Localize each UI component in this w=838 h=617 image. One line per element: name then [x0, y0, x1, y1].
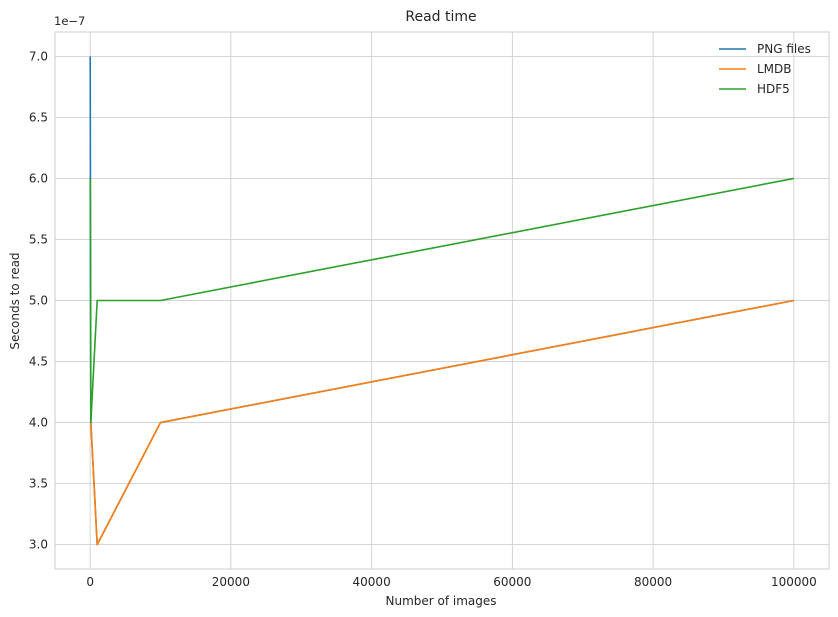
legend-label: LMDB	[757, 62, 792, 76]
y-offset-label: 1e−7	[54, 14, 85, 28]
x-tick-label: 60000	[493, 575, 531, 589]
x-tick-label: 80000	[634, 575, 672, 589]
plot-frame	[54, 31, 830, 570]
x-axis-label: Number of images	[385, 594, 496, 608]
y-tick-label: 7.0	[29, 49, 48, 63]
legend-label: PNG files	[757, 42, 811, 56]
x-tick-label: 0	[86, 575, 94, 589]
legend-label: HDF5	[757, 82, 790, 96]
chart-title: Read time	[405, 9, 476, 25]
y-tick-label: 6.0	[29, 171, 48, 185]
y-tick-label: 4.5	[29, 355, 48, 369]
y-tick-label: 5.5	[29, 232, 48, 246]
y-tick-label: 6.5	[29, 110, 48, 124]
y-tick-label: 3.0	[29, 538, 48, 552]
x-tick-label: 100000	[771, 575, 817, 589]
y-tick-label: 4.0	[29, 416, 48, 430]
y-tick-label: 5.0	[29, 294, 48, 308]
y-axis-label: Seconds to read	[8, 252, 22, 349]
x-tick-label: 40000	[353, 575, 391, 589]
x-ticks: 0 20000 40000 60000 80000 100000	[86, 575, 816, 589]
series-lines	[89, 56, 795, 546]
x-tick-label: 20000	[212, 575, 250, 589]
y-ticks: 3.0 3.5 4.0 4.5 5.0 5.5 6.0 6.5 7.0	[29, 49, 48, 551]
grid	[54, 31, 830, 570]
legend: PNG files LMDB HDF5	[719, 42, 811, 96]
y-tick-label: 3.5	[29, 477, 48, 491]
series-line-2	[89, 177, 795, 424]
